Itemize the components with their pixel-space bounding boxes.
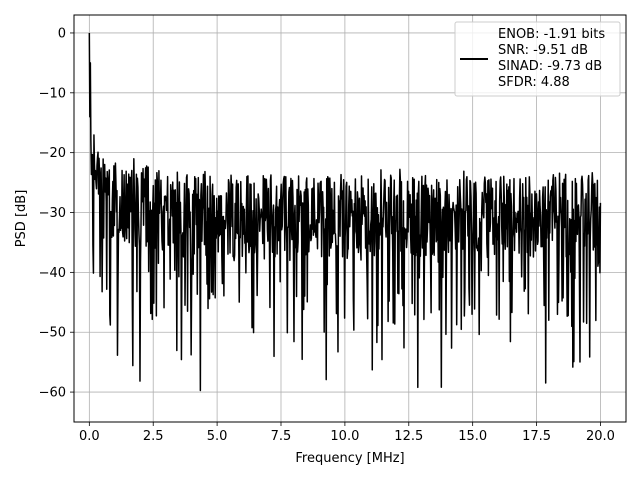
x-tick-label: 15.0: [458, 429, 487, 444]
legend-sinad: SINAD: -9.73 dB: [498, 59, 602, 74]
x-tick-label: 7.5: [271, 429, 292, 444]
y-tick-label: −40: [39, 266, 66, 281]
legend-snr: SNR: -9.51 dB: [498, 43, 588, 58]
y-tick-label: −10: [39, 86, 66, 101]
x-tick-label: 5.0: [207, 429, 228, 444]
psd-series: [88, 32, 602, 392]
y-axis-label: PSD [dB]: [14, 190, 29, 248]
psd-line: [88, 32, 602, 392]
x-tick-label: 0.0: [79, 429, 100, 444]
y-tick-label: 0: [58, 26, 66, 41]
legend-box: [454, 21, 621, 97]
x-tick-label: 12.5: [394, 429, 423, 444]
y-axis: 0 −10 −20 −30 −40 −50 −60: [39, 26, 74, 401]
y-tick-label: −50: [39, 326, 66, 341]
plot-frame: [73, 14, 627, 423]
legend-sfdr: SFDR: 4.88: [498, 75, 570, 90]
x-tick-label: 2.5: [143, 429, 164, 444]
y-tick-label: −30: [39, 206, 66, 221]
x-axis-label: Frequency [MHz]: [295, 451, 404, 466]
y-tick-label: −20: [39, 146, 66, 161]
legend: ENOB: -1.91 bits SNR: -9.51 dB SINAD: -9…: [454, 21, 621, 97]
legend-enob: ENOB: -1.91 bits: [498, 27, 605, 42]
x-tick-label: 20.0: [586, 429, 615, 444]
y-tick-label: −60: [39, 386, 66, 401]
x-tick-label: 17.5: [522, 429, 551, 444]
x-axis: 0.0 2.5 5.0 7.5 10.0 12.5 15.0 17.5 20.0: [79, 422, 615, 444]
x-tick-label: 10.0: [330, 429, 359, 444]
